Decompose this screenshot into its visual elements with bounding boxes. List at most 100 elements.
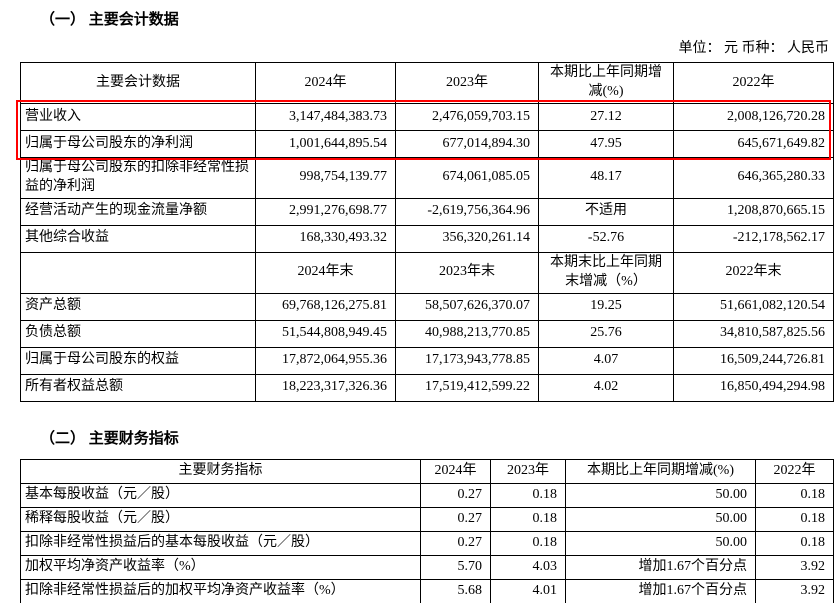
value-2022: 1,208,870,665.15 (673, 197, 834, 226)
value-change: 增加1.67个百分点 (565, 555, 756, 580)
table-row: 资产总额 69,768,126,275.81 58,507,626,370.07… (20, 292, 834, 321)
value-2024: 17,872,064,955.36 (255, 346, 396, 375)
table-row: 负债总额 51,544,808,949.45 40,988,213,770.85… (20, 319, 834, 348)
section1-title: （一） 主要会计数据 (40, 12, 179, 28)
value-2023: 674,061,085.05 (395, 157, 539, 199)
table-row: 归属于母公司股东的扣除非经常性损益的净利润 998,754,139.77 674… (20, 157, 834, 199)
value-2023: -2,619,756,364.96 (395, 197, 539, 226)
value-2023: 4.03 (490, 555, 566, 580)
value-2024: 2,991,276,698.77 (255, 197, 396, 226)
value-2022: 3.92 (755, 555, 834, 580)
value-2024: 69,768,126,275.81 (255, 292, 396, 321)
value-2023: 40,988,213,770.85 (395, 319, 539, 348)
value-2022: 34,810,587,825.56 (673, 319, 834, 348)
table-row: 加权平均净资产收益率（%） 5.70 4.03 增加1.67个百分点 3.92 (20, 555, 834, 580)
header-cell: 2023年 (490, 459, 566, 484)
table-row: 所有者权益总额 18,223,317,326.36 17,519,412,599… (20, 373, 834, 402)
row-label: 负债总额 (20, 319, 256, 348)
table-row: 基本每股收益（元／股） 0.27 0.18 50.00 0.18 (20, 483, 834, 508)
table-row: 经营活动产生的现金流量净额 2,991,276,698.77 -2,619,75… (20, 197, 834, 226)
header-cell (20, 251, 256, 294)
financial-indicators-table: 主要财务指标 2024年 2023年 本期比上年同期增减(%) 2022年 基本… (20, 459, 834, 603)
value-2024: 18,223,317,326.36 (255, 373, 396, 402)
value-2024: 0.27 (420, 507, 491, 532)
value-2022: 646,365,280.33 (673, 157, 834, 199)
value-change: 50.00 (565, 507, 756, 532)
value-2022: 3.92 (755, 579, 834, 603)
row-label: 其他综合收益 (20, 224, 256, 253)
header-cell: 主要会计数据 (20, 62, 256, 104)
header-cell: 本期比上年同期增减(%) (565, 459, 756, 484)
table-header-row: 主要财务指标 2024年 2023年 本期比上年同期增减(%) 2022年 (20, 459, 834, 484)
header-cell: 2022年末 (673, 251, 834, 294)
value-2023: 0.18 (490, 507, 566, 532)
row-label: 营业收入 (20, 103, 256, 131)
value-change: 增加1.67个百分点 (565, 579, 756, 603)
value-2023: 4.01 (490, 579, 566, 603)
value-2024: 5.70 (420, 555, 491, 580)
row-label: 加权平均净资产收益率（%） (20, 555, 421, 580)
value-2024: 1,001,644,895.54 (255, 130, 396, 158)
table-row: 稀释每股收益（元／股） 0.27 0.18 50.00 0.18 (20, 507, 834, 532)
table-row: 归属于母公司股东的权益 17,872,064,955.36 17,173,943… (20, 346, 834, 375)
value-2024: 0.27 (420, 483, 491, 508)
row-label: 所有者权益总额 (20, 373, 256, 402)
value-2023: 0.18 (490, 483, 566, 508)
value-2022: -212,178,562.17 (673, 224, 834, 253)
value-2022: 51,661,082,120.54 (673, 292, 834, 321)
row-label: 稀释每股收益（元／股） (20, 507, 421, 532)
row-label: 归属于母公司股东的权益 (20, 346, 256, 375)
value-2022: 16,509,244,726.81 (673, 346, 834, 375)
value-2024: 998,754,139.77 (255, 157, 396, 199)
value-2022: 0.18 (755, 531, 834, 556)
value-change: 25.76 (538, 319, 674, 348)
value-2023: 17,173,943,778.85 (395, 346, 539, 375)
value-change: 4.02 (538, 373, 674, 402)
value-change: 不适用 (538, 197, 674, 226)
value-2023: 17,519,412,599.22 (395, 373, 539, 402)
header-cell: 2023年 (395, 62, 539, 104)
table-row: 扣除非经常性损益后的加权平均净资产收益率（%） 5.68 4.01 增加1.67… (20, 579, 834, 603)
row-label: 扣除非经常性损益后的加权平均净资产收益率（%） (20, 579, 421, 603)
value-2023: 0.18 (490, 531, 566, 556)
value-change: 27.12 (538, 103, 674, 131)
value-change: 47.95 (538, 130, 674, 158)
table-row: 归属于母公司股东的净利润 1,001,644,895.54 677,014,89… (20, 130, 834, 158)
row-label: 资产总额 (20, 292, 256, 321)
header-cell: 2022年 (673, 62, 834, 104)
header-cell: 2024年 (420, 459, 491, 484)
value-change: 4.07 (538, 346, 674, 375)
value-2023: 58,507,626,370.07 (395, 292, 539, 321)
header-cell: 本期末比上年同期末增减（%） (538, 251, 674, 294)
section2-title: （二） 主要财务指标 (40, 431, 179, 447)
value-2022: 0.18 (755, 483, 834, 508)
table-mid-header-row: 2024年末 2023年末 本期末比上年同期末增减（%） 2022年末 (20, 251, 834, 294)
value-2024: 51,544,808,949.45 (255, 319, 396, 348)
row-label: 归属于母公司股东的扣除非经常性损益的净利润 (20, 157, 256, 199)
value-2023: 2,476,059,703.15 (395, 103, 539, 131)
row-label: 基本每股收益（元／股） (20, 483, 421, 508)
accounting-data-table: 主要会计数据 2024年 2023年 本期比上年同期增减(%) 2022年 营业… (20, 62, 834, 402)
value-change: 48.17 (538, 157, 674, 199)
row-label: 经营活动产生的现金流量净额 (20, 197, 256, 226)
value-2024: 5.68 (420, 579, 491, 603)
table-row: 营业收入 3,147,484,383.73 2,476,059,703.15 2… (20, 103, 834, 131)
value-change: 50.00 (565, 483, 756, 508)
table-row: 其他综合收益 168,330,493.32 356,320,261.14 -52… (20, 224, 834, 253)
value-change: 19.25 (538, 292, 674, 321)
value-2024: 168,330,493.32 (255, 224, 396, 253)
header-cell: 2023年末 (395, 251, 539, 294)
table-header-row: 主要会计数据 2024年 2023年 本期比上年同期增减(%) 2022年 (20, 62, 834, 104)
row-label: 归属于母公司股东的净利润 (20, 130, 256, 158)
value-2022: 645,671,649.82 (673, 130, 834, 158)
header-cell: 2022年 (755, 459, 834, 484)
header-cell: 本期比上年同期增减(%) (538, 62, 674, 104)
value-2023: 677,014,894.30 (395, 130, 539, 158)
header-cell: 主要财务指标 (20, 459, 421, 484)
value-2024: 0.27 (420, 531, 491, 556)
value-2022: 2,008,126,720.28 (673, 103, 834, 131)
header-cell: 2024年末 (255, 251, 396, 294)
unit-currency-note: 单位： 元 币种： 人民币 (678, 41, 830, 56)
value-2023: 356,320,261.14 (395, 224, 539, 253)
